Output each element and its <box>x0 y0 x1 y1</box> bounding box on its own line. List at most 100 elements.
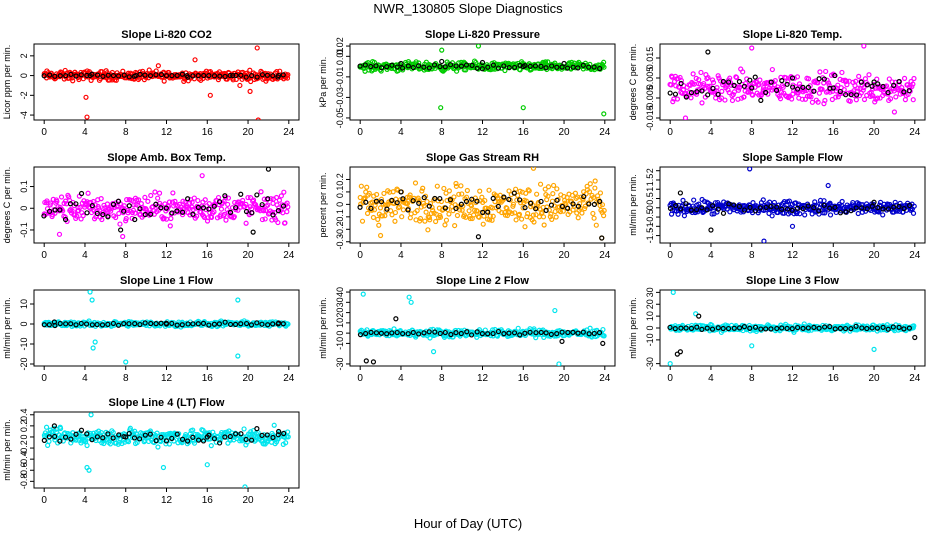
data-point <box>211 209 217 215</box>
data-point <box>70 78 76 84</box>
data-series <box>667 313 918 357</box>
data-series <box>357 316 606 365</box>
data-point <box>416 63 422 69</box>
data-point <box>456 191 462 197</box>
data-point <box>278 193 284 199</box>
data-point <box>740 69 746 75</box>
y-tick-label: 10 <box>19 299 29 309</box>
data-point <box>874 95 881 101</box>
data-point <box>62 434 69 440</box>
y-tick-label: 20 <box>645 299 655 309</box>
chart-panel: Slope Line 3 Flow ml/min per min. 0 4 8 12 16 2… <box>628 275 926 384</box>
data-point <box>398 60 404 67</box>
data-point <box>694 324 700 330</box>
data-point <box>268 196 274 202</box>
data-point <box>537 181 544 187</box>
data-point <box>600 340 606 347</box>
data-point <box>97 207 103 213</box>
x-tick-label: 0 <box>667 250 673 261</box>
data-point <box>506 196 512 203</box>
data-point <box>100 211 106 218</box>
data-point <box>190 73 196 79</box>
data-point <box>416 331 422 337</box>
data-point <box>823 68 829 75</box>
y-tick-label: -0.1 <box>335 209 345 225</box>
data-point <box>126 430 132 437</box>
data-point <box>597 190 604 196</box>
data-point <box>827 205 833 211</box>
plot-area <box>357 291 607 366</box>
data-point <box>43 424 50 430</box>
y-tick-label: 0 <box>335 331 345 336</box>
data-point <box>155 444 161 450</box>
data-point <box>860 87 866 93</box>
data-point <box>756 81 762 88</box>
data-point <box>837 76 843 83</box>
data-point <box>377 232 384 239</box>
data-point <box>389 330 395 336</box>
data-point <box>52 73 58 79</box>
data-point <box>265 202 271 208</box>
data-point <box>84 72 90 79</box>
x-tick-label: 8 <box>439 250 445 261</box>
data-point <box>271 422 277 428</box>
data-point <box>677 190 683 196</box>
data-point <box>147 428 154 434</box>
data-point <box>453 205 459 212</box>
data-point <box>222 319 228 325</box>
data-point <box>62 214 68 220</box>
data-point <box>169 73 175 79</box>
data-point <box>184 72 190 79</box>
data-point <box>83 94 89 100</box>
data-point <box>249 210 255 216</box>
data-point <box>238 191 244 197</box>
data-point <box>582 206 588 212</box>
data-point <box>248 72 255 79</box>
data-point <box>73 322 79 328</box>
data-point <box>473 59 479 66</box>
data-point <box>200 320 207 326</box>
data-point <box>678 325 684 331</box>
data-point <box>843 92 849 98</box>
data-point <box>54 198 60 205</box>
data-point <box>720 78 726 85</box>
data-point <box>211 203 217 209</box>
data-point <box>78 190 85 197</box>
data-point <box>892 199 898 205</box>
data-point <box>89 297 95 303</box>
data-point <box>811 88 817 94</box>
data-point <box>832 72 838 79</box>
x-tick-label: 20 <box>868 250 880 261</box>
data-point <box>864 325 870 332</box>
data-point <box>242 484 248 488</box>
data-point <box>599 235 605 241</box>
y-axis-label: percent per min. <box>318 172 328 237</box>
data-point <box>821 202 827 208</box>
data-point <box>233 205 239 211</box>
data-point <box>477 188 483 194</box>
data-point <box>752 324 759 330</box>
data-point <box>362 62 368 68</box>
x-tick-label: 0 <box>41 250 47 261</box>
plot-area <box>41 290 291 365</box>
x-tick-label: 0 <box>41 127 47 138</box>
data-point <box>479 194 485 200</box>
y-tick-label: -0.4 <box>19 451 29 467</box>
data-point <box>453 63 459 69</box>
data-point <box>549 216 555 223</box>
data-point <box>276 72 282 79</box>
data-point <box>789 326 795 332</box>
data-point <box>530 212 536 218</box>
data-point <box>517 200 524 206</box>
data-point <box>85 190 91 196</box>
data-point <box>254 192 260 198</box>
data-point <box>522 330 528 336</box>
x-tick-label: 16 <box>518 127 530 138</box>
data-point <box>715 73 721 79</box>
data-point <box>357 332 364 338</box>
data-point <box>247 67 253 73</box>
data-point <box>392 218 398 224</box>
data-point <box>844 82 850 88</box>
data-point <box>474 198 480 204</box>
